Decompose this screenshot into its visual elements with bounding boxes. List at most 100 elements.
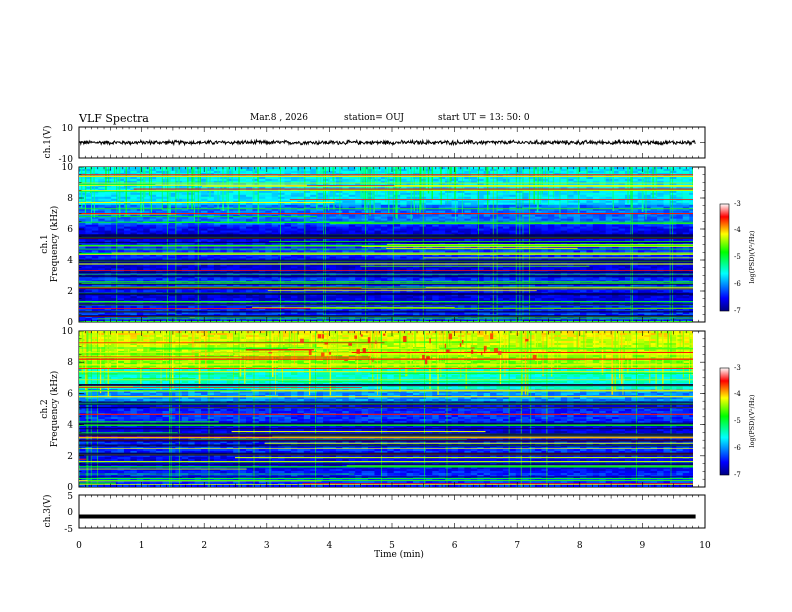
- spec-cell: [111, 232, 118, 235]
- spec-cell: [547, 250, 555, 253]
- spec-cell: [509, 192, 517, 196]
- spec-cell: [348, 268, 356, 271]
- spec-cell: [586, 196, 594, 200]
- spec-cell: [580, 190, 587, 194]
- spec-cell: [239, 196, 247, 200]
- spec-cell: [522, 168, 530, 172]
- spec-cell: [580, 238, 587, 241]
- spec-cell: [515, 182, 523, 186]
- spec-cell: [239, 180, 247, 184]
- ch1-ytick-bottom: -10: [59, 155, 74, 165]
- spec-cell: [117, 254, 125, 257]
- spec-cell: [181, 210, 189, 214]
- spec-cell: [631, 238, 639, 241]
- spec-cell: [117, 204, 125, 208]
- spec-cell: [258, 167, 266, 170]
- spec-cell: [419, 216, 427, 220]
- spec-cell: [406, 176, 414, 180]
- spec-cell: [207, 182, 215, 186]
- spec-cell: [143, 254, 151, 257]
- spec-cell: [355, 242, 363, 245]
- spec-cell: [335, 208, 343, 212]
- spec-cell: [348, 170, 356, 174]
- spec-cell: [618, 182, 626, 186]
- spec-cell: [592, 204, 600, 208]
- spec-cell: [284, 232, 292, 235]
- spec-cell: [438, 254, 446, 257]
- spec-cell: [79, 172, 86, 176]
- spec-cell: [246, 198, 253, 202]
- spec-cell: [650, 182, 658, 186]
- spec-cell: [612, 214, 619, 218]
- spec-cell: [387, 170, 395, 174]
- spec-cell: [201, 192, 208, 196]
- spec-cell: [213, 238, 221, 241]
- spec-cell: [252, 192, 260, 196]
- spec-cell: [425, 176, 433, 180]
- spec-cell: [515, 232, 523, 235]
- spec-cell: [220, 240, 228, 243]
- spec-cell: [599, 216, 607, 220]
- spec-cell: [335, 172, 343, 176]
- spec-cell: [676, 168, 684, 172]
- spec-cell: [335, 192, 343, 196]
- spec-cell: [374, 214, 382, 218]
- spec-cell: [515, 268, 523, 271]
- spec-cell: [310, 214, 318, 218]
- spec-cell: [111, 196, 118, 200]
- spec-cell: [515, 250, 523, 253]
- spec-cell: [91, 170, 99, 174]
- spec-cell: [130, 254, 138, 257]
- spec-cell: [599, 178, 607, 182]
- spec-cell: [316, 232, 324, 235]
- spec-cell: [168, 188, 176, 192]
- spec-cell: [451, 264, 459, 267]
- spec-cell: [271, 246, 279, 249]
- spec-cell: [181, 250, 189, 253]
- spec-cell: [98, 198, 106, 202]
- spec-cell: [580, 200, 587, 204]
- spec-cell: [342, 218, 350, 222]
- spec-cell: [91, 266, 99, 269]
- spec-cell: [457, 196, 465, 200]
- spec-cell: [631, 168, 639, 172]
- spec-cell: [682, 196, 690, 200]
- spec-cell: [599, 202, 607, 206]
- spec-cell: [457, 268, 465, 271]
- spec-cell: [400, 178, 407, 182]
- spec-cell: [457, 176, 465, 180]
- spec-cell: [278, 180, 285, 184]
- spec-cell: [361, 218, 369, 222]
- spec-cell: [413, 228, 420, 231]
- spec-cell: [586, 206, 594, 210]
- spec-cell: [522, 180, 530, 184]
- spec-cell: [303, 170, 311, 174]
- spec-cell: [168, 184, 176, 188]
- spec-cell: [149, 230, 157, 233]
- spec-cell: [515, 226, 523, 230]
- spec-cell: [149, 182, 157, 186]
- spec-cell: [226, 230, 234, 233]
- spec-cell: [637, 192, 645, 196]
- spec-cell: [413, 242, 420, 245]
- spec-cell: [451, 218, 459, 222]
- spec-cell: [271, 266, 279, 269]
- spec-cell: [477, 214, 485, 218]
- spec-cell: [130, 192, 138, 196]
- spec-cell: [271, 216, 279, 220]
- spec-cell: [432, 238, 440, 241]
- spec-cell: [117, 214, 125, 218]
- spec-cell: [104, 180, 112, 184]
- spec-cell: [303, 188, 311, 192]
- spec-cell: [477, 250, 485, 253]
- spec-cell: [425, 186, 433, 190]
- spec-cell: [477, 178, 485, 182]
- spec-cell: [618, 190, 626, 194]
- spec-cell: [528, 216, 536, 220]
- spec-cell: [271, 210, 279, 214]
- spec-cell: [669, 254, 677, 257]
- spec-cell: [207, 232, 215, 235]
- spec-cell: [580, 224, 587, 228]
- spec-cell: [233, 194, 240, 198]
- spec-cell: [541, 230, 549, 233]
